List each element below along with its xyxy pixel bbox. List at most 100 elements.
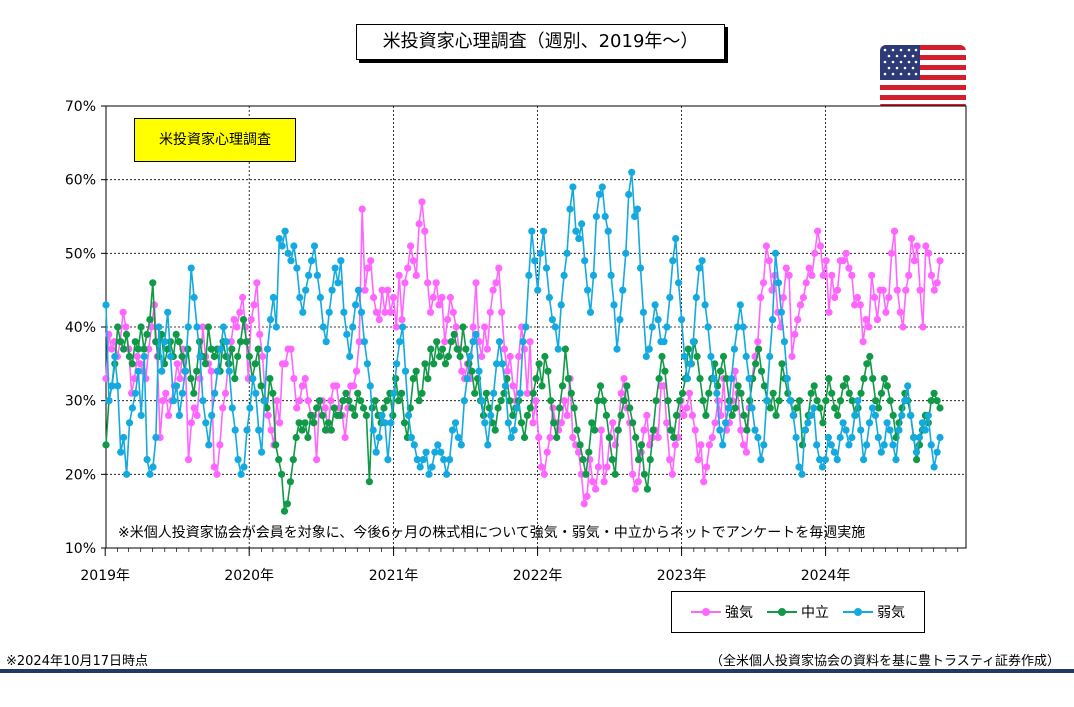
- point-bullish: [563, 411, 571, 419]
- point-neutral: [178, 352, 186, 361]
- point-bearish: [490, 389, 498, 397]
- point-neutral: [497, 397, 505, 405]
- point-bullish: [495, 264, 503, 272]
- point-neutral: [348, 404, 356, 412]
- point-bullish: [370, 293, 378, 302]
- point-bearish: [228, 404, 236, 412]
- point-bearish: [575, 235, 583, 243]
- point-bullish: [893, 286, 901, 294]
- series-line-neutral: [105, 282, 941, 512]
- point-neutral: [134, 345, 142, 353]
- point-bullish: [281, 360, 289, 368]
- point-neutral: [201, 360, 210, 368]
- point-bearish: [202, 419, 210, 427]
- point-neutral: [795, 397, 804, 405]
- point-neutral: [775, 397, 783, 405]
- point-neutral: [438, 345, 447, 353]
- point-bearish: [842, 426, 850, 434]
- y-tick-label: 20%: [65, 467, 96, 483]
- point-bullish: [287, 345, 295, 353]
- point-bearish: [821, 456, 830, 464]
- point-bearish: [146, 470, 154, 478]
- legend-item-bearish: 弱気: [843, 602, 905, 622]
- point-bullish: [631, 485, 640, 493]
- point-bearish: [481, 419, 489, 427]
- point-bearish: [313, 271, 321, 279]
- point-bearish: [795, 463, 803, 471]
- point-neutral: [880, 375, 889, 383]
- point-bearish: [930, 463, 938, 471]
- point-neutral: [286, 478, 294, 486]
- point-bearish: [172, 382, 181, 390]
- point-bearish: [907, 411, 915, 419]
- point-neutral: [424, 375, 432, 383]
- point-bearish: [625, 190, 633, 198]
- point-neutral: [538, 382, 546, 390]
- point-neutral: [743, 426, 751, 434]
- point-bullish: [620, 375, 628, 383]
- point-neutral: [210, 352, 218, 361]
- point-bearish: [736, 301, 744, 309]
- y-tick-label: 10%: [65, 541, 96, 557]
- point-bearish: [255, 426, 263, 434]
- point-bearish: [384, 456, 392, 464]
- point-neutral: [280, 507, 289, 515]
- point-neutral: [591, 426, 599, 434]
- point-bullish: [805, 264, 813, 272]
- point-bearish: [816, 456, 824, 464]
- point-bearish: [308, 257, 316, 265]
- point-bearish: [302, 286, 310, 294]
- point-bearish: [478, 397, 486, 405]
- point-bearish: [296, 293, 304, 302]
- point-bearish: [372, 448, 380, 456]
- point-bearish: [196, 352, 204, 361]
- point-neutral: [289, 456, 297, 464]
- point-bearish: [745, 375, 753, 383]
- point-neutral: [872, 397, 880, 405]
- point-bullish: [600, 478, 608, 486]
- point-bearish: [184, 323, 192, 331]
- point-neutral: [122, 330, 131, 338]
- point-bullish: [424, 279, 432, 287]
- point-bearish: [158, 367, 166, 375]
- point-bearish: [437, 448, 445, 456]
- point-bullish: [313, 456, 321, 464]
- point-neutral: [596, 382, 605, 390]
- point-bullish: [333, 382, 341, 390]
- point-bearish: [757, 456, 765, 464]
- point-bullish: [509, 382, 517, 390]
- point-bullish: [290, 375, 298, 383]
- point-neutral: [462, 345, 470, 353]
- point-neutral: [857, 389, 865, 397]
- point-neutral: [266, 375, 274, 383]
- point-bullish: [597, 426, 605, 434]
- point-neutral: [655, 375, 663, 383]
- point-neutral: [529, 389, 537, 397]
- point-bullish: [925, 249, 933, 257]
- point-neutral: [234, 352, 242, 361]
- point-neutral: [588, 419, 596, 427]
- point-neutral: [365, 478, 373, 486]
- point-neutral: [362, 411, 370, 419]
- point-bullish: [384, 286, 392, 294]
- point-bullish: [404, 264, 412, 272]
- point-bullish: [583, 492, 591, 500]
- point-bullish: [446, 293, 454, 302]
- point-neutral: [137, 323, 145, 331]
- point-bearish: [569, 183, 577, 191]
- point-bullish: [663, 419, 671, 427]
- point-bearish: [498, 360, 506, 368]
- point-bullish: [304, 397, 312, 405]
- point-neutral: [295, 419, 303, 427]
- point-bullish: [791, 330, 799, 338]
- point-neutral: [330, 404, 338, 412]
- point-neutral: [453, 345, 461, 353]
- point-bullish: [264, 411, 272, 419]
- point-bullish: [298, 382, 306, 390]
- point-neutral: [245, 352, 253, 361]
- point-bullish: [216, 441, 224, 449]
- point-bullish: [173, 360, 181, 368]
- point-bearish: [216, 345, 225, 353]
- point-neutral: [237, 338, 245, 346]
- point-bullish: [700, 478, 708, 486]
